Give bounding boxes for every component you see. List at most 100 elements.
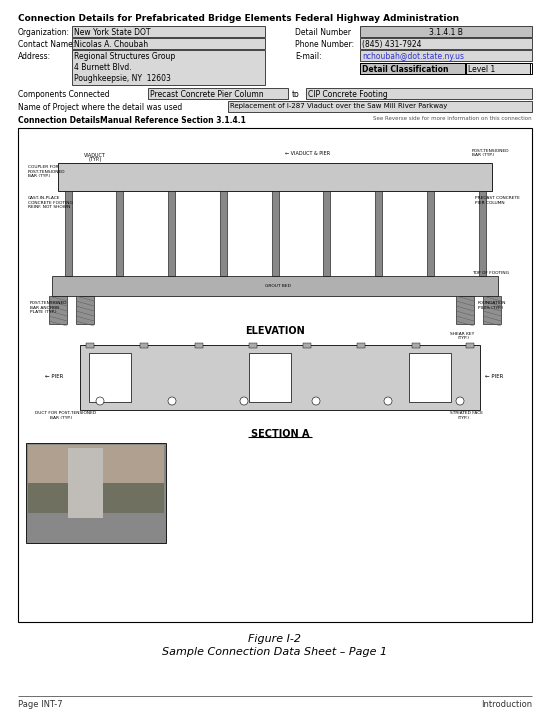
Text: ← VIADUCT & PIER: ← VIADUCT & PIER <box>285 151 330 156</box>
Text: Components Connected: Components Connected <box>18 90 109 99</box>
Text: Nicolas A. Choubah: Nicolas A. Choubah <box>74 40 148 49</box>
Circle shape <box>96 397 104 405</box>
Text: Figure I-2: Figure I-2 <box>249 634 301 644</box>
Bar <box>64 191 72 276</box>
Text: BAR (TYP.): BAR (TYP.) <box>472 153 494 157</box>
Text: TOP OF FOOTING: TOP OF FOOTING <box>472 271 509 275</box>
Bar <box>272 191 278 276</box>
Bar <box>323 191 330 276</box>
Circle shape <box>168 397 176 405</box>
Text: See Reverse side for more information on this connection: See Reverse side for more information on… <box>373 116 532 121</box>
Bar <box>72 50 265 85</box>
Text: CIP Concrete Footing: CIP Concrete Footing <box>308 90 388 99</box>
Text: VIADUCT: VIADUCT <box>84 153 106 158</box>
Bar <box>360 26 532 37</box>
Text: GROUT BED: GROUT BED <box>265 284 291 288</box>
Circle shape <box>240 397 248 405</box>
Text: DUCT FOR POST-TENSIONED: DUCT FOR POST-TENSIONED <box>35 411 96 415</box>
Bar <box>28 445 164 485</box>
Bar <box>86 343 94 348</box>
Text: Connection Details:: Connection Details: <box>18 116 103 125</box>
Text: Federal Highway Administration: Federal Highway Administration <box>295 14 459 23</box>
Text: E-mail:: E-mail: <box>295 52 322 61</box>
Bar <box>116 191 123 276</box>
Bar <box>478 191 486 276</box>
Text: Replacement of I-287 Viaduct over the Saw Mill River Parkway: Replacement of I-287 Viaduct over the Sa… <box>230 103 447 109</box>
Text: (TYP.): (TYP.) <box>458 416 470 420</box>
Bar <box>466 343 474 348</box>
Text: PRECAST CONCRETE
PIER COLUMN: PRECAST CONCRETE PIER COLUMN <box>475 196 520 204</box>
Bar <box>58 163 492 191</box>
Text: SHEAR KEY: SHEAR KEY <box>450 332 474 336</box>
Text: Address:: Address: <box>18 52 51 61</box>
Text: COUPLER FOR
POST-TENSIONED
BAR (TYP.): COUPLER FOR POST-TENSIONED BAR (TYP.) <box>28 165 65 178</box>
Text: Precast Concrete Pier Column: Precast Concrete Pier Column <box>150 90 263 99</box>
Text: POST-TENSIONED: POST-TENSIONED <box>472 149 509 153</box>
Bar <box>409 353 451 402</box>
Bar <box>483 296 501 324</box>
Circle shape <box>384 397 392 405</box>
Text: Level 1: Level 1 <box>468 65 495 74</box>
Bar <box>26 443 166 543</box>
Text: STRIATED FACE: STRIATED FACE <box>450 411 483 415</box>
Bar <box>412 343 420 348</box>
Bar <box>76 296 94 324</box>
Text: to: to <box>292 90 300 99</box>
Bar <box>28 483 164 513</box>
Bar <box>249 343 257 348</box>
Bar <box>140 343 148 348</box>
Bar <box>72 26 265 37</box>
Text: nchoubah@dot.state.ny.us: nchoubah@dot.state.ny.us <box>362 52 464 61</box>
Text: Detail Classification: Detail Classification <box>362 65 448 74</box>
Bar <box>228 101 532 112</box>
Text: BAR (TYP.): BAR (TYP.) <box>50 416 73 420</box>
Text: 4 Burnett Blvd.: 4 Burnett Blvd. <box>74 63 131 72</box>
Text: New York State DOT: New York State DOT <box>74 28 151 37</box>
Text: SECTION A: SECTION A <box>251 429 309 439</box>
Text: (TYP.): (TYP.) <box>89 157 102 162</box>
Text: POST-TENSIONED
BAR ANCHOR
PLATE (TYP.): POST-TENSIONED BAR ANCHOR PLATE (TYP.) <box>30 301 68 314</box>
Text: Phone Number:: Phone Number: <box>295 40 354 49</box>
Bar <box>68 448 103 518</box>
Bar <box>360 63 465 74</box>
Bar <box>148 88 288 99</box>
Text: FOUNDATION
PILES (TYP.): FOUNDATION PILES (TYP.) <box>478 301 507 310</box>
Text: Introduction: Introduction <box>481 700 532 709</box>
Bar <box>168 191 175 276</box>
Bar <box>18 128 532 622</box>
Text: Page INT-7: Page INT-7 <box>18 700 63 709</box>
Text: Regional Structures Group: Regional Structures Group <box>74 52 175 61</box>
Text: ELEVATION: ELEVATION <box>245 326 305 336</box>
Text: Name of Project where the detail was used: Name of Project where the detail was use… <box>18 103 182 112</box>
Circle shape <box>312 397 320 405</box>
Bar <box>466 63 530 74</box>
Bar <box>303 343 311 348</box>
Bar <box>456 296 474 324</box>
Text: ← PIER: ← PIER <box>45 374 63 379</box>
Text: ← PIER: ← PIER <box>485 374 503 379</box>
Bar <box>220 191 227 276</box>
Text: Contact Name:: Contact Name: <box>18 40 75 49</box>
Text: CAST-IN-PLACE
CONCRETE FOOTING
REINF. NOT SHOWN: CAST-IN-PLACE CONCRETE FOOTING REINF. NO… <box>28 196 73 209</box>
Circle shape <box>456 397 464 405</box>
Bar <box>52 276 498 296</box>
Bar <box>72 38 265 49</box>
Text: 3.1.4.1 B: 3.1.4.1 B <box>429 28 463 37</box>
Text: (TYP.): (TYP.) <box>458 336 470 340</box>
Bar <box>80 345 480 410</box>
Text: Sample Connection Data Sheet – Page 1: Sample Connection Data Sheet – Page 1 <box>162 647 388 657</box>
Bar <box>427 191 434 276</box>
Bar <box>89 353 131 402</box>
Bar <box>358 343 365 348</box>
Bar <box>375 191 382 276</box>
Text: Detail Number: Detail Number <box>295 28 351 37</box>
Text: Poughkeepsie, NY  12603: Poughkeepsie, NY 12603 <box>74 74 171 83</box>
Text: Organization:: Organization: <box>18 28 70 37</box>
Bar <box>249 353 291 402</box>
Text: (845) 431-7924: (845) 431-7924 <box>362 40 421 49</box>
Bar <box>306 88 532 99</box>
Bar <box>360 38 532 49</box>
Text: Connection Details for Prefabricated Bridge Elements: Connection Details for Prefabricated Bri… <box>18 14 292 23</box>
Text: Manual Reference Section 3.1.4.1: Manual Reference Section 3.1.4.1 <box>100 116 246 125</box>
Bar <box>195 343 202 348</box>
